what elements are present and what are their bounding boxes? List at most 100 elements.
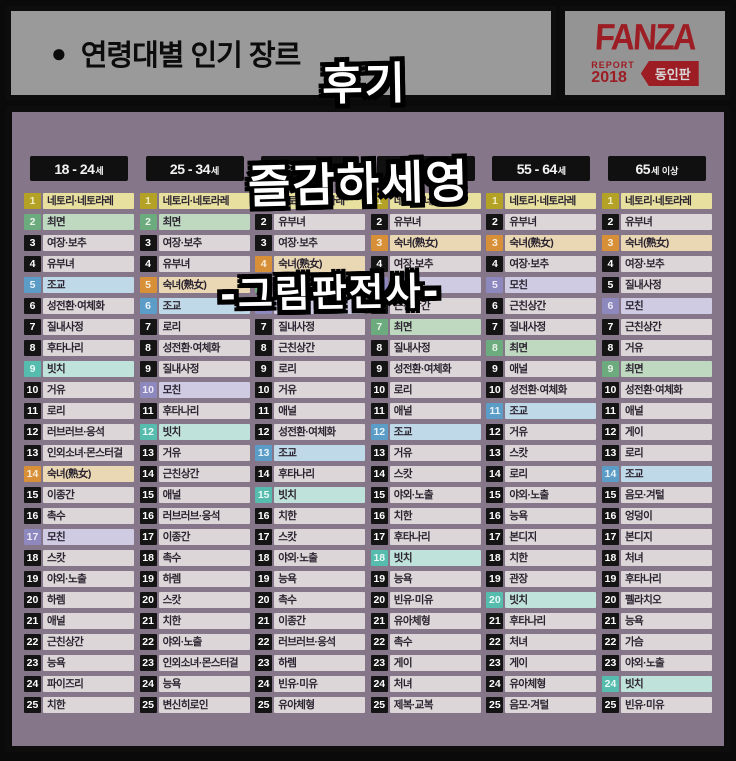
genre-label: 성전환·여체화 — [43, 298, 134, 314]
rank-number: 23 — [486, 655, 504, 671]
rank-number: 3 — [370, 235, 388, 251]
rank-row: 22 야외·노출 — [139, 634, 250, 650]
report-year: 2018 — [591, 69, 627, 86]
genre-label: 최면 — [158, 214, 250, 230]
genre-label: 근친상간 — [389, 298, 481, 314]
rank-row: 16 러브러브·응석 — [139, 508, 250, 524]
rank-number: 1 — [486, 193, 504, 209]
rank-row: 6 조교 — [139, 298, 250, 314]
genre-label: 스캇 — [389, 466, 481, 482]
rank-row: 25 변신히로인 — [139, 697, 250, 713]
rank-row: 21 능욕 — [601, 613, 712, 629]
rank-number: 19 — [139, 571, 157, 587]
genre-label: 애널 — [389, 403, 481, 419]
rank-number: 16 — [255, 508, 273, 524]
genre-label: 하렘 — [158, 571, 250, 587]
rank-row: 18 치한 — [486, 550, 597, 566]
genre-label: 조교 — [505, 403, 597, 419]
genre-label: 빈유·미유 — [274, 676, 366, 692]
rank-row: 9 로리 — [255, 361, 366, 377]
rank-row: 17 스캇 — [255, 529, 366, 545]
rank-row: 22 처녀 — [486, 634, 597, 650]
genre-label: 빗치 — [274, 487, 366, 503]
genre-label: 성전환·여체화 — [389, 361, 481, 377]
bullet-icon: ● — [51, 38, 67, 68]
rank-number: 25 — [601, 697, 619, 713]
rank-row: 2 최면 — [24, 214, 134, 230]
rank-number: 8 — [370, 340, 388, 356]
genre-label: 촉수 — [158, 550, 250, 566]
rank-row: 24 유아체형 — [486, 676, 597, 692]
rank-row: 14 근친상간 — [139, 466, 250, 482]
rank-row: 7 질내사정 — [486, 319, 597, 335]
rank-number: 24 — [486, 676, 504, 692]
rank-row: 16 촉수 — [24, 508, 134, 524]
doujin-badge: 동인판 — [640, 61, 699, 86]
rank-row: 8 거유 — [601, 340, 712, 356]
rank-row: 20 펠라치오 — [601, 592, 712, 608]
rank-number: 25 — [370, 697, 388, 713]
rank-number: 13 — [139, 445, 157, 461]
rank-row: 15 빗치 — [255, 487, 366, 503]
genre-label: 모친 — [43, 529, 134, 545]
rank-row: 8 성전환·여체화 — [139, 340, 250, 356]
age-group-header: 35 - 44 세 — [261, 156, 360, 181]
genre-label: 애널 — [158, 487, 250, 503]
genre-label: 질내사정 — [43, 319, 134, 335]
genre-label: 로리 — [505, 466, 597, 482]
genre-label: 여장·보추 — [158, 235, 250, 251]
rank-number: 6 — [601, 298, 619, 314]
rank-row: 10 거유 — [24, 382, 134, 398]
genre-label: 처녀 — [505, 634, 597, 650]
genre-label: 질내사정 — [274, 319, 366, 335]
genre-label: 유아체형 — [505, 676, 597, 692]
genre-label: 근친상간 — [505, 298, 597, 314]
rank-row: 19 능욕 — [370, 571, 481, 587]
rank-number: 11 — [486, 403, 504, 419]
rank-number: 4 — [601, 256, 619, 272]
genre-label: 야외·노출 — [158, 634, 250, 650]
age-group-header: 25 - 34 세 — [145, 156, 244, 181]
rank-number: 4 — [486, 256, 504, 272]
rank-row: 4 여장·보추 — [370, 256, 481, 272]
rank-number: 11 — [601, 403, 619, 419]
genre-label: 거유 — [505, 424, 597, 440]
age-column-3: 35 - 44 세 1 네토리·네토라레 2 유부녀 3 여장·보추 4 숙녀(熟女) 5 최면 6 모친… — [255, 156, 366, 718]
rank-row: 1 네토리·네토라레 — [139, 193, 250, 209]
rank-number: 22 — [24, 634, 41, 650]
genre-label: 질내사정 — [389, 340, 481, 356]
rank-row: 10 로리 — [370, 382, 481, 398]
genre-label: 숙녀(熟女) — [158, 277, 250, 293]
genre-label: 로리 — [274, 361, 366, 377]
genre-label: 숙녀(熟女) — [43, 466, 134, 482]
genre-label: 치한 — [505, 550, 597, 566]
rank-number: 19 — [601, 571, 619, 587]
rank-number: 25 — [486, 697, 504, 713]
rank-number: 24 — [601, 676, 619, 692]
rank-number: 2 — [24, 214, 41, 230]
rank-row: 17 이종간 — [139, 529, 250, 545]
genre-label: 후타나리 — [505, 613, 597, 629]
rank-number: 3 — [24, 235, 41, 251]
rank-number: 2 — [601, 214, 619, 230]
rank-row: 10 성전환·여체화 — [601, 382, 712, 398]
genre-label: 근친상간 — [43, 634, 134, 650]
genre-label: 네토리·네토라레 — [505, 193, 597, 209]
rank-row: 6 성전환·여체화 — [24, 298, 134, 314]
genre-label: 능욕 — [389, 571, 481, 587]
genre-label: 게이 — [505, 655, 597, 671]
rank-number: 22 — [255, 634, 273, 650]
rank-row: 2 유부녀 — [255, 214, 366, 230]
genre-label: 거유 — [274, 382, 366, 398]
rank-row: 18 촉수 — [139, 550, 250, 566]
rank-row: 1 네토리·네토라레 — [601, 193, 712, 209]
rank-number: 14 — [601, 466, 619, 482]
genre-label: 후타나리 — [620, 571, 712, 587]
rank-number: 8 — [486, 340, 504, 356]
genre-label: 조교 — [620, 466, 712, 482]
rank-row: 20 하렘 — [24, 592, 134, 608]
rank-row: 13 인외소녀·몬스터걸 — [24, 445, 134, 461]
rank-number: 5 — [24, 277, 41, 293]
rank-row: 23 게이 — [486, 655, 597, 671]
rank-row: 23 하렘 — [255, 655, 366, 671]
